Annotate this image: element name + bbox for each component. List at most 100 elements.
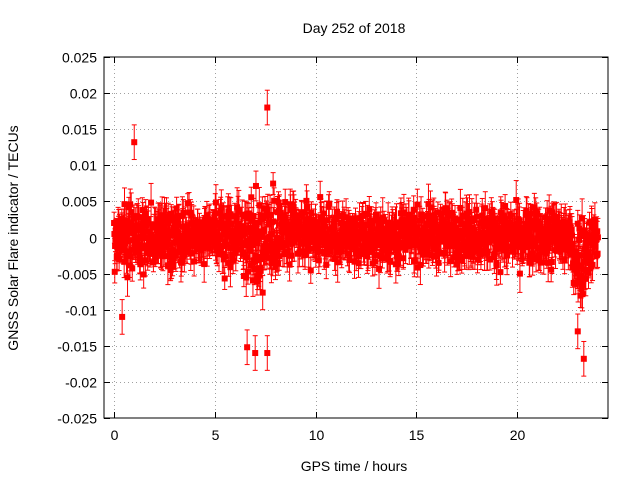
data-point-marker <box>459 235 466 242</box>
data-point-marker <box>383 225 390 232</box>
data-point-marker <box>502 202 509 209</box>
data-point-marker <box>334 259 341 266</box>
data-point-marker <box>253 278 260 285</box>
data-point-marker <box>282 199 289 206</box>
data-point-marker <box>255 228 262 235</box>
data-point-marker <box>127 201 134 208</box>
data-point-marker <box>465 219 472 226</box>
data-point-marker <box>392 224 399 231</box>
data-point-marker <box>131 226 138 233</box>
data-point-marker <box>126 229 133 236</box>
data-point-marker <box>283 221 290 228</box>
data-point-marker <box>379 214 386 221</box>
data-point-marker <box>387 258 394 265</box>
data-point-marker <box>152 253 159 260</box>
data-point-marker <box>240 251 247 258</box>
data-point-marker <box>429 220 436 227</box>
data-point-marker <box>286 261 293 268</box>
data-point-marker <box>443 227 450 234</box>
data-point-marker <box>137 261 144 268</box>
data-point-marker <box>457 204 464 211</box>
data-point-marker <box>271 197 278 204</box>
data-point-marker <box>121 201 128 208</box>
data-point-marker <box>276 202 283 209</box>
data-point-marker <box>473 206 480 213</box>
data-point-marker <box>437 210 444 217</box>
data-point-marker <box>458 256 465 263</box>
data-point-marker <box>439 217 446 224</box>
data-point-marker <box>399 221 406 228</box>
data-point-marker <box>432 217 439 224</box>
data-point-marker <box>255 235 262 242</box>
data-point-marker <box>261 227 268 234</box>
data-point-marker <box>501 213 508 220</box>
data-point-marker <box>252 253 259 260</box>
data-point-marker <box>393 220 400 227</box>
data-point-marker <box>416 217 423 224</box>
data-point-marker <box>288 252 295 259</box>
data-point-marker <box>249 277 256 284</box>
data-point-marker <box>373 211 380 218</box>
data-point-marker <box>427 204 434 211</box>
data-point-marker <box>449 209 456 216</box>
data-point-marker <box>227 264 234 271</box>
data-point-marker <box>463 252 470 259</box>
data-point-marker <box>471 217 478 224</box>
data-point-marker <box>169 262 176 269</box>
data-point-marker <box>455 232 462 239</box>
data-point-marker <box>398 232 405 239</box>
data-point-marker <box>252 182 259 189</box>
data-point-marker <box>284 248 291 255</box>
data-point-marker <box>172 252 179 259</box>
data-point-marker <box>142 257 149 264</box>
data-point-marker <box>419 250 426 257</box>
data-point-marker <box>233 216 240 223</box>
data-point-marker <box>486 256 493 263</box>
data-point-marker <box>212 210 219 217</box>
data-point-marker <box>248 217 255 224</box>
data-point-marker <box>443 207 450 214</box>
data-point-marker <box>379 255 386 262</box>
data-point-marker <box>328 243 335 250</box>
data-point-marker <box>346 216 353 223</box>
data-point-marker <box>522 220 529 227</box>
data-point-marker <box>159 232 166 239</box>
data-point-marker <box>129 265 136 272</box>
data-point-marker <box>313 221 320 228</box>
data-point-marker <box>346 256 353 263</box>
data-point-marker <box>516 217 523 224</box>
data-point-marker <box>187 240 194 247</box>
data-point-marker <box>352 215 359 222</box>
data-point-marker <box>325 242 332 249</box>
data-point-marker <box>519 247 526 254</box>
data-point-marker <box>444 239 451 246</box>
data-point-marker <box>123 234 130 241</box>
data-point-marker <box>275 207 282 214</box>
data-point-marker <box>461 244 468 251</box>
data-point-marker <box>220 256 227 263</box>
data-point-marker <box>447 258 454 265</box>
data-point-marker <box>158 220 165 227</box>
data-point-marker <box>258 233 265 240</box>
data-point-marker <box>425 251 432 258</box>
data-point-marker <box>463 210 470 217</box>
data-point-marker <box>504 252 511 259</box>
data-point-marker <box>141 245 148 252</box>
data-point-marker <box>267 211 274 218</box>
data-point-marker <box>499 217 506 224</box>
data-point-marker <box>292 213 299 220</box>
data-point-marker <box>265 243 272 250</box>
data-point-marker <box>490 216 497 223</box>
data-point-marker <box>318 215 325 222</box>
data-point-marker <box>180 209 187 216</box>
data-point-marker <box>268 231 275 238</box>
data-point-marker <box>364 253 371 260</box>
data-point-marker <box>229 251 236 258</box>
data-point-marker <box>381 217 388 224</box>
data-point-marker <box>190 219 197 226</box>
data-point-marker <box>201 261 208 268</box>
data-point-marker <box>339 213 346 220</box>
data-point-marker <box>250 213 257 220</box>
data-point-marker <box>310 230 317 237</box>
data-point-marker <box>270 180 277 187</box>
